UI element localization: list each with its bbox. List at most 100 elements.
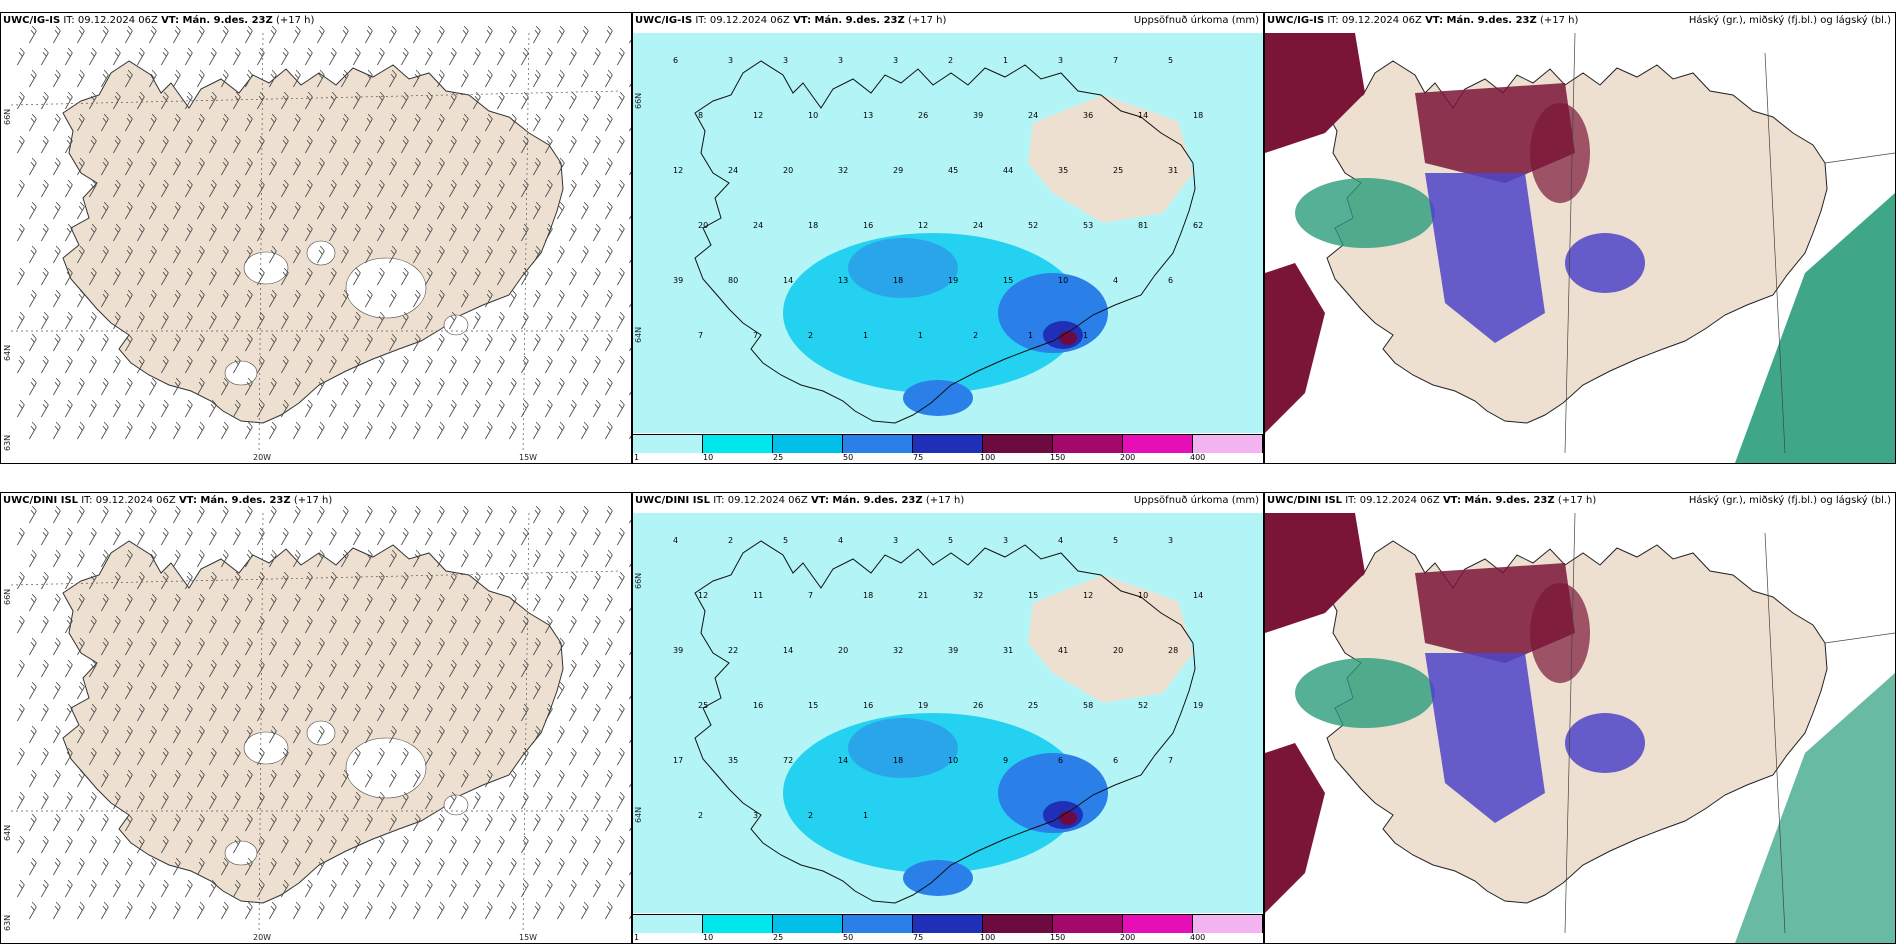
wind-barb <box>365 289 373 308</box>
wind-barb <box>461 857 469 876</box>
wind-barb <box>137 571 145 590</box>
precip-value-label: 28 <box>1168 646 1178 655</box>
wind-barb <box>317 289 325 308</box>
precip-value-label: 12 <box>673 166 683 175</box>
wind-barb <box>377 179 385 198</box>
cloud-cover-map-panel: UWC/DINI ISL IT: 09.12.2024 06Z VT: Mán.… <box>1264 492 1896 944</box>
wind-barb <box>629 861 631 876</box>
precip-heavy <box>903 860 973 896</box>
wind-barb <box>125 901 133 920</box>
wind-barb <box>89 223 97 242</box>
wind-barb <box>341 549 349 568</box>
wind-barb <box>281 747 289 766</box>
grid-line <box>1764 532 1786 934</box>
wind-barb <box>41 615 49 634</box>
wind-barb <box>221 201 229 220</box>
mid-cloud-area <box>1565 233 1645 293</box>
wind-barb <box>437 25 445 44</box>
wind-barb <box>161 355 169 374</box>
wind-barb <box>41 703 49 722</box>
wind-barb <box>269 245 277 264</box>
wind-barb <box>629 425 631 440</box>
precip-value-label: 6 <box>1113 756 1118 765</box>
wind-barb <box>497 179 505 198</box>
wind-barb <box>65 311 73 330</box>
wind-barb <box>593 659 601 678</box>
wind-barb <box>425 223 433 242</box>
grid-line <box>1564 512 1576 934</box>
wind-barb <box>245 289 253 308</box>
wind-barb <box>461 769 469 788</box>
wind-barb <box>89 659 97 678</box>
wind-barb <box>233 571 241 590</box>
precip-value-label: 32 <box>893 646 903 655</box>
wind-barb <box>377 615 385 634</box>
wind-barb <box>101 637 109 656</box>
precip-extreme <box>1059 331 1077 345</box>
low-cloud-area <box>1295 178 1435 248</box>
colorbar-tick: 10 <box>703 933 714 942</box>
wind-barb <box>245 901 253 920</box>
wind-barb <box>17 91 25 110</box>
glacier-patch <box>224 840 258 866</box>
precip-value-label: 19 <box>1193 701 1203 710</box>
wind-barb <box>509 769 517 788</box>
wind-barb <box>485 901 493 920</box>
precip-value-label: 5 <box>1113 536 1118 545</box>
colorbar-tick: 1 <box>634 933 640 942</box>
precip-value-label: 16 <box>863 701 873 710</box>
wind-barb <box>389 769 397 788</box>
wind-barb <box>545 267 553 286</box>
wind-barb <box>197 681 205 700</box>
wind-barb <box>125 245 133 264</box>
wind-barb <box>317 377 325 396</box>
wind-barb <box>245 157 253 176</box>
latitude-gridline <box>10 90 622 106</box>
wind-barb <box>353 791 361 810</box>
wind-barb <box>245 681 253 700</box>
precip-value-label: 20 <box>783 166 793 175</box>
wind-barb <box>605 901 613 920</box>
wind-barb <box>53 593 61 612</box>
wind-barb <box>629 205 631 220</box>
wind-barb <box>113 879 121 898</box>
wind-barb <box>77 857 85 876</box>
precip-value-label: 1 <box>918 331 923 340</box>
wind-barb <box>521 703 529 722</box>
wind-barb <box>197 725 205 744</box>
colorbar-ticks: 1 10 25 50 75 100 150 200 400 <box>633 453 1263 463</box>
wind-barb <box>185 311 193 330</box>
wind-barb <box>593 703 601 722</box>
wind-barb <box>533 201 541 220</box>
wind-barb <box>593 355 601 374</box>
wind-barb <box>17 571 25 590</box>
wind-barb <box>17 223 25 242</box>
wind-barb <box>281 791 289 810</box>
high-cloud-area <box>1265 513 1365 633</box>
wind-barb <box>269 421 277 440</box>
wind-barb <box>425 267 433 286</box>
wind-barb <box>509 69 517 88</box>
wind-barb <box>389 549 397 568</box>
wind-barb <box>293 157 301 176</box>
wind-barb <box>257 135 265 154</box>
wind-barb <box>317 505 325 524</box>
wind-barb <box>629 29 631 44</box>
wind-barb <box>329 879 337 898</box>
wind-barb <box>629 117 631 132</box>
wind-barb <box>197 901 205 920</box>
wind-barb <box>581 681 589 700</box>
wind-barb <box>281 91 289 110</box>
precip-value-label: 14 <box>838 756 848 765</box>
wind-barb <box>149 69 157 88</box>
wind-barb <box>137 47 145 66</box>
wind-barb <box>605 593 613 612</box>
wind-barb <box>605 69 613 88</box>
wind-barb <box>533 901 541 920</box>
wind-barb <box>161 703 169 722</box>
wind-barb <box>161 791 169 810</box>
wind-barb <box>557 505 565 524</box>
precip-value-label: 3 <box>783 56 788 65</box>
wind-barb <box>161 615 169 634</box>
wind-barb <box>77 421 85 440</box>
